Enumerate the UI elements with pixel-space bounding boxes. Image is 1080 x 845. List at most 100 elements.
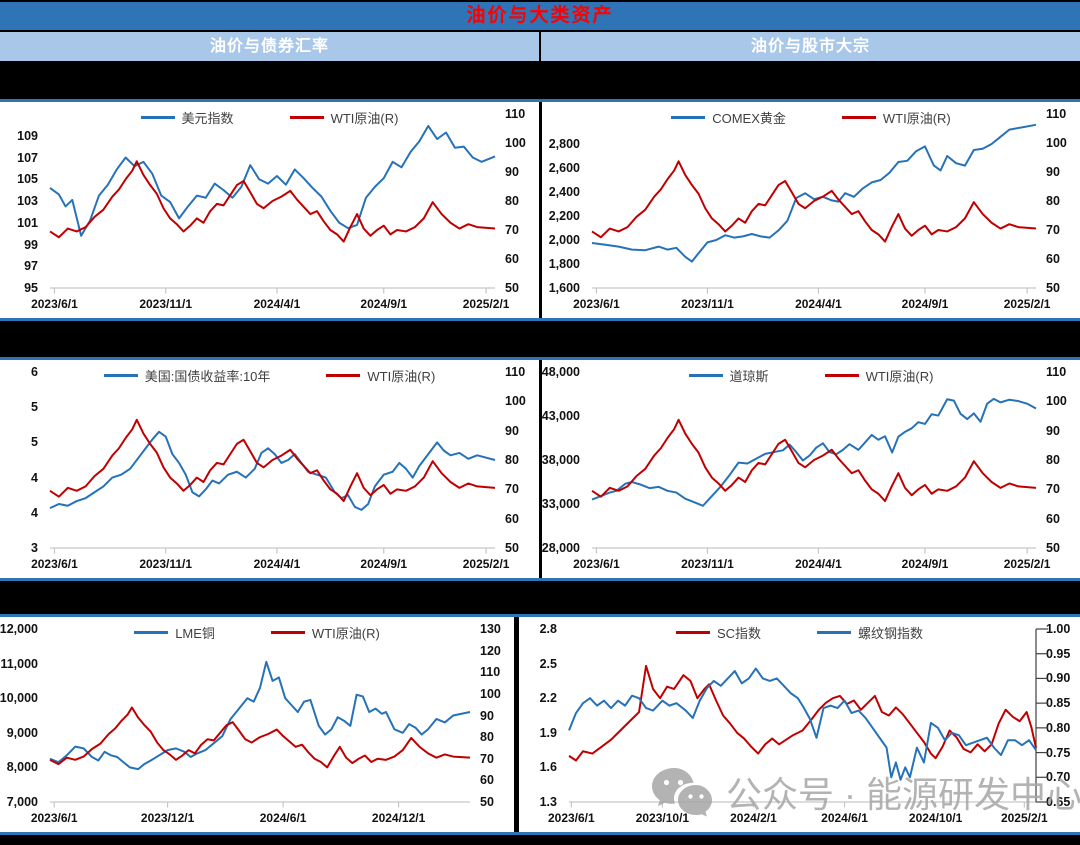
y-axis-label: 70	[505, 482, 519, 497]
right-axis: 110 100 90 80 70 60 50	[497, 365, 539, 555]
y-axis-label: 110	[505, 365, 526, 379]
y-axis-label: 130	[480, 622, 501, 636]
legend-label: SC指数	[716, 626, 762, 641]
series-line-blue	[50, 126, 495, 236]
y-axis-label: 2,000	[548, 233, 580, 247]
y-axis-label: 38,000	[541, 453, 580, 467]
x-axis: 2023/6/1 2023/10/1 2024/2/1 2024/6/1 2024/10…	[548, 811, 1048, 827]
legend: 道琼斯 WTI原油(R)	[542, 366, 1080, 385]
y-axis-label: 70	[1046, 223, 1060, 237]
y-axis-label: 0.80	[1046, 720, 1071, 735]
y-axis-label: 12,000	[0, 622, 38, 636]
y-axis-label: 80	[1046, 194, 1060, 208]
legend-label: 美元指数	[181, 111, 234, 126]
legend-item: WTI原油(R)	[824, 366, 934, 385]
y-axis-label: 110	[1046, 107, 1067, 121]
x-axis-label: 2023/6/1	[31, 557, 78, 571]
y-axis-label: 1,800	[548, 257, 580, 271]
y-axis-label: 50	[1046, 281, 1060, 295]
plot-area	[592, 372, 1036, 548]
x-axis-label: 2023/6/1	[31, 297, 78, 311]
legend-item: WTI原油(R)	[289, 108, 399, 127]
y-axis-label: 90	[505, 165, 519, 179]
page-title: 油价与大类资产	[0, 0, 1080, 32]
y-axis-label: 5	[31, 435, 38, 450]
y-axis-label: 60	[480, 773, 494, 788]
series-line-red	[592, 420, 1036, 501]
legend-swatch	[824, 374, 859, 377]
legend: 美元指数 WTI原油(R)	[0, 108, 539, 127]
y-axis-label: 2.2	[539, 691, 557, 706]
legend-item: LME铜	[134, 623, 215, 642]
legend-label: WTI原油(R)	[311, 626, 380, 641]
x-axis-label: 2025/2/1	[462, 557, 510, 571]
legend-swatch	[289, 116, 324, 119]
right-axis: 130 120 110 100 90 80 70 60 50	[472, 622, 514, 809]
y-axis-label: 11,000	[0, 656, 38, 671]
legend-swatch	[675, 631, 710, 634]
legend-swatch	[134, 631, 169, 634]
watermark-text: 公众号 · 能源研发中心	[726, 774, 1080, 815]
y-axis-label: 70	[480, 751, 494, 766]
x-axis: 2023/6/1 2023/11/1 2024/4/1 2024/9/1 2025/2/…	[31, 297, 509, 313]
legend-swatch	[140, 116, 175, 119]
plot-svg	[592, 372, 1036, 548]
y-axis-label: 60	[505, 511, 519, 526]
x-axis-label: 2023/6/1	[30, 811, 78, 825]
y-axis-label: 120	[480, 643, 501, 658]
y-axis-label: 4	[31, 470, 38, 485]
legend-item: COMEX黄金	[671, 108, 786, 127]
series-line-blue	[50, 662, 470, 769]
y-axis-label: 0.75	[1046, 745, 1071, 760]
y-axis-label: 0.90	[1046, 671, 1071, 686]
x-axis-label: 2023/6/1	[573, 297, 620, 311]
legend-label: 螺纹钢指数	[858, 626, 924, 641]
x-axis-label: 2023/12/1	[140, 811, 195, 825]
y-axis-label: 50	[505, 281, 519, 295]
legend-item: 螺纹钢指数	[817, 623, 923, 642]
y-axis-label: 10,000	[0, 691, 38, 706]
y-axis-label: 28,000	[541, 541, 580, 555]
chart-row-1: 美元指数 WTI原油(R) 109 107 105 103 101 99 97 95 110 100 9…	[0, 99, 1080, 321]
legend-item: WTI原油(R)	[270, 623, 380, 642]
y-axis-label: 1.00	[1046, 622, 1071, 636]
y-axis-label: 4	[31, 505, 38, 520]
y-axis-label: 1.3	[539, 795, 557, 809]
left-axis: 2.8 2.5 2.2 1.9 1.6 1.3	[519, 622, 563, 809]
right-axis: 110 100 90 80 70 60 50	[497, 107, 539, 295]
x-axis-label: 2024/10/1	[908, 811, 963, 825]
series-line-blue	[569, 669, 1036, 780]
y-axis-label: 50	[1046, 541, 1060, 555]
y-axis-label: 70	[505, 223, 519, 237]
y-axis-label: 107	[17, 150, 38, 165]
chart-row-3: LME铜 WTI原油(R) 12,000 11,000 10,000 9,000 8,000…	[0, 614, 1080, 835]
x-axis-label: 2023/6/1	[573, 557, 620, 571]
legend-swatch	[841, 116, 876, 119]
legend-item: 美元指数	[140, 108, 234, 127]
x-axis-label: 2023/11/1	[139, 297, 193, 311]
legend-swatch	[817, 631, 852, 634]
series-line-red	[50, 420, 495, 501]
y-axis-label: 100	[480, 686, 501, 701]
chart-comex-gold-vs-wti: COMEX黄金 WTI原油(R) 2,800 2,600 2,400 2,200 2,000…	[542, 102, 1080, 318]
y-axis-label: 110	[505, 107, 526, 121]
legend-item: WTI原油(R)	[841, 108, 951, 127]
left-axis: 2,800 2,600 2,400 2,200 2,000 1,800 1,600	[542, 114, 586, 295]
series-line-red	[592, 161, 1036, 241]
y-axis-label: 0.70	[1046, 770, 1071, 785]
x-axis-label: 2024/6/1	[821, 811, 868, 825]
y-axis-label: 100	[1046, 136, 1067, 150]
plot-svg	[569, 629, 1036, 802]
x-axis-label: 2024/12/1	[371, 811, 426, 825]
y-axis-label: 7,000	[6, 795, 38, 809]
x-axis-label: 2024/9/1	[360, 557, 408, 571]
x-axis: 2023/6/1 2023/11/1 2024/4/1 2024/9/1 2025/2/…	[31, 557, 509, 573]
y-axis-label: 1.6	[539, 760, 557, 775]
wechat-icon	[652, 768, 712, 817]
legend-label: WTI原油(R)	[330, 111, 399, 126]
legend-label: WTI原油(R)	[865, 369, 934, 384]
y-axis-label: 2,400	[548, 185, 580, 199]
y-axis-label: 110	[1046, 365, 1067, 379]
x-axis-label: 2024/9/1	[360, 297, 408, 311]
y-axis-label: 60	[1046, 511, 1060, 526]
